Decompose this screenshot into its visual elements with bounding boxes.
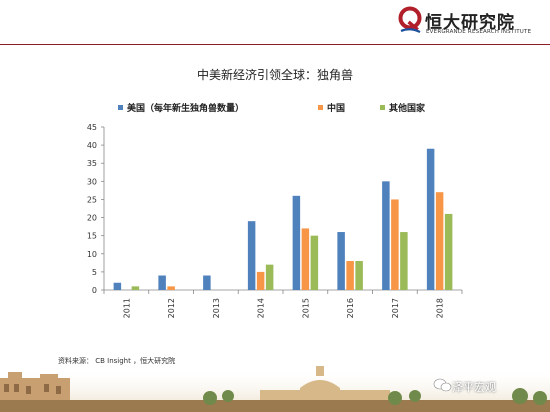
bar-other-2014 — [265, 264, 274, 290]
bar-us-2018 — [426, 148, 435, 290]
bar-us-2016 — [337, 232, 345, 290]
y-tick-label: 35 — [87, 159, 97, 168]
legend-label: 美国（每年新生独角兽数量） — [127, 102, 244, 114]
source-note: 资料来源： CB Insight ，恒大研究院 — [58, 357, 176, 365]
bar-china-2014 — [256, 271, 265, 290]
x-tick-label: 2016 — [346, 298, 355, 318]
bar-china-2016 — [346, 261, 354, 290]
watermark-label: 泽平宏观 — [452, 381, 496, 394]
bar-china-2018 — [435, 192, 444, 290]
y-tick-label: 5 — [92, 268, 97, 277]
y-tick-label: 30 — [87, 177, 97, 186]
legend-label: 中国 — [327, 102, 345, 114]
bar-china-2015 — [301, 228, 310, 290]
y-tick-label: 15 — [87, 232, 97, 241]
bar-other-2011 — [131, 286, 140, 290]
chart-legend: 美国（每年新生独角兽数量） 中国 其他国家 — [118, 102, 426, 114]
bar-other-2017 — [400, 232, 408, 290]
bar-us-2013 — [203, 275, 211, 290]
x-tick-label: 2018 — [436, 298, 445, 318]
y-tick-label: 25 — [87, 195, 97, 204]
logo-mark-icon — [398, 6, 422, 33]
bar-us-2014 — [247, 221, 256, 290]
x-tick-label: 2011 — [122, 298, 131, 318]
bar-series — [113, 148, 453, 290]
bar-china-2012 — [167, 286, 175, 290]
logo: 恒大研究院 EVERGRANDE RESEARCH INSTITUTE — [398, 6, 548, 40]
y-tick-label: 20 — [87, 214, 97, 223]
x-tick-label: 2017 — [391, 298, 400, 318]
legend-swatch — [380, 105, 385, 110]
bar-china-2017 — [391, 199, 399, 290]
legend-swatch — [118, 105, 123, 110]
brand-name: 恒大研究院 — [425, 13, 515, 33]
wechat-icon — [433, 378, 452, 392]
legend-swatch — [318, 105, 323, 110]
legend-label: 其他国家 — [389, 102, 426, 114]
x-tick-label: 2015 — [301, 298, 310, 318]
bar-us-2011 — [113, 282, 122, 290]
x-tick-label: 2013 — [212, 298, 221, 318]
header-rule — [0, 44, 550, 45]
bar-other-2016 — [355, 261, 363, 290]
page-title: 中美新经济引领全球：独角兽 — [196, 68, 353, 82]
brand-subtitle: EVERGRANDE RESEARCH INSTITUTE — [426, 29, 532, 35]
bar-other-2018 — [444, 213, 453, 290]
y-tick-label: 10 — [87, 250, 97, 259]
bar-us-2012 — [158, 275, 166, 290]
y-tick-label: 0 — [92, 286, 97, 295]
y-tick-label: 40 — [87, 141, 97, 150]
x-tick-label: 2014 — [257, 298, 266, 318]
y-axis: 0 5 10 15 20 25 30 35 40 45 — [87, 123, 105, 295]
y-tick-label: 45 — [87, 123, 97, 132]
bar-us-2015 — [292, 195, 301, 290]
bar-us-2017 — [382, 181, 390, 290]
x-tick-label: 2012 — [167, 298, 176, 318]
bar-other-2015 — [310, 235, 319, 290]
